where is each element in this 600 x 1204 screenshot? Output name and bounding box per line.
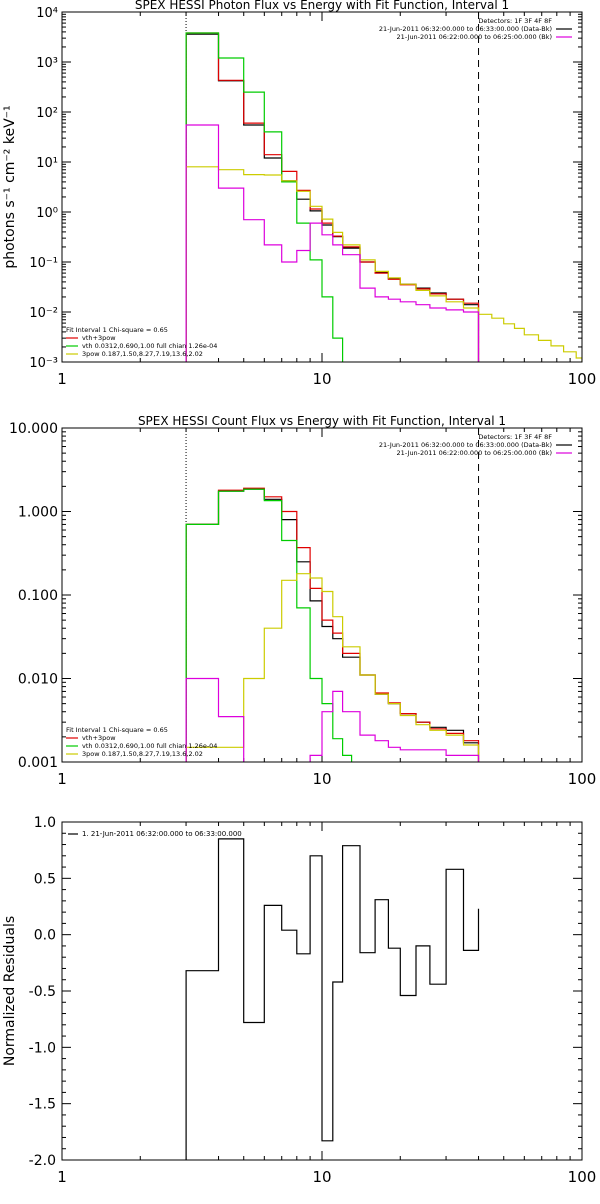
plot-frame <box>61 821 583 1161</box>
legend-bottom-text: 3pow 0.187,1.50,8.27,7.19,13.6,2.02 <box>82 350 203 358</box>
x-tick-label: 100 <box>568 370 597 388</box>
y-tick-label: 10³ <box>36 56 58 71</box>
y-tick-label: -0.5 <box>29 984 56 1000</box>
legend-top-text: 21-Jun-2011 06:32:00.000 to 06:33:00.000… <box>379 441 552 449</box>
x-tick-label: 1 <box>57 1168 67 1186</box>
y-tick-label: 0.100 <box>18 588 58 604</box>
x-tick-label: 1 <box>57 770 67 788</box>
legend-top-text: 21-Jun-2011 06:32:00.000 to 06:33:00.000… <box>379 25 552 33</box>
x-tick-label: 10 <box>312 770 331 788</box>
y-tick-label: 1.000 <box>18 505 58 521</box>
series-3-line <box>185 573 480 762</box>
x-tick-label: 10 <box>312 1168 331 1186</box>
y-tick-label: 0.5 <box>34 871 56 887</box>
y-axis-label: photons s⁻¹ cm⁻² keV⁻¹ <box>2 105 18 268</box>
y-tick-label: 10⁴ <box>36 6 58 21</box>
legend-top-text: Detectors: 1F 3F 4F 8F <box>478 433 552 441</box>
x-tick-label: 1 <box>57 370 67 388</box>
y-tick-label: 10⁻¹ <box>29 256 58 271</box>
legend-text: 1. 21-Jun-2011 06:32:00.000 to 06:33:00.… <box>82 830 242 838</box>
x-tick-label: 10 <box>312 370 331 388</box>
y-tick-label: 10² <box>36 106 58 121</box>
series-3-line <box>185 166 582 362</box>
series-2-line <box>185 32 353 362</box>
legend-bottom-text: Fit Interval 1 Chi-square = 0.65 <box>66 326 168 334</box>
x-tick-label: 100 <box>568 770 597 788</box>
y-axis-label: Normalized Residuals <box>2 916 18 1066</box>
legend-bottom-text: vth+3pow <box>82 334 116 342</box>
plot-frame <box>61 11 583 363</box>
y-tick-label: 0.001 <box>18 755 58 771</box>
legend-top-text: 21-Jun-2011 06:22:00.000 to 06:25:00.000… <box>397 33 552 41</box>
series-4-line <box>185 677 480 762</box>
legend-bottom-text: Fit Interval 1 Chi-square = 0.65 <box>66 726 168 734</box>
y-tick-label: -1.0 <box>29 1040 56 1056</box>
y-tick-label: 0.0 <box>34 928 56 944</box>
y-tick-label: 10.000 <box>9 421 58 437</box>
series-2-line <box>185 488 353 762</box>
legend-top-text: Detectors: 1F 3F 4F 8F <box>478 17 552 25</box>
y-tick-label: 10⁻² <box>29 306 58 321</box>
series-4-line <box>185 124 480 362</box>
plot-frame <box>61 427 583 763</box>
y-tick-label: 1.0 <box>34 815 56 831</box>
series-0-line <box>185 838 480 1160</box>
chart-title: SPEX HESSI Photon Flux vs Energy with Fi… <box>135 0 509 12</box>
x-tick-label: 100 <box>568 1168 597 1186</box>
legend-bottom-text: 3pow 0.187,1.50,8.27,7.19,13.6,2.02 <box>82 750 203 758</box>
legend-bottom-text: vth 0.0312,0.690,1.00 full chian 1.26e-0… <box>82 342 217 350</box>
legend-bottom-text: vth 0.0312,0.690,1.00 full chian 1.26e-0… <box>82 742 217 750</box>
y-tick-label: 10⁻³ <box>29 356 58 371</box>
legend-bottom-text: vth+3pow <box>82 734 116 742</box>
y-tick-label: 0.010 <box>18 672 58 688</box>
legend-top-text: 21-Jun-2011 06:22:00.000 to 06:25:00.000… <box>397 449 552 457</box>
y-tick-label: 10⁰ <box>36 206 58 221</box>
y-tick-label: -1.5 <box>29 1097 56 1113</box>
y-tick-label: -2.0 <box>29 1153 56 1169</box>
chart-title: SPEX HESSI Count Flux vs Energy with Fit… <box>138 414 506 428</box>
y-tick-label: 10¹ <box>36 156 58 171</box>
